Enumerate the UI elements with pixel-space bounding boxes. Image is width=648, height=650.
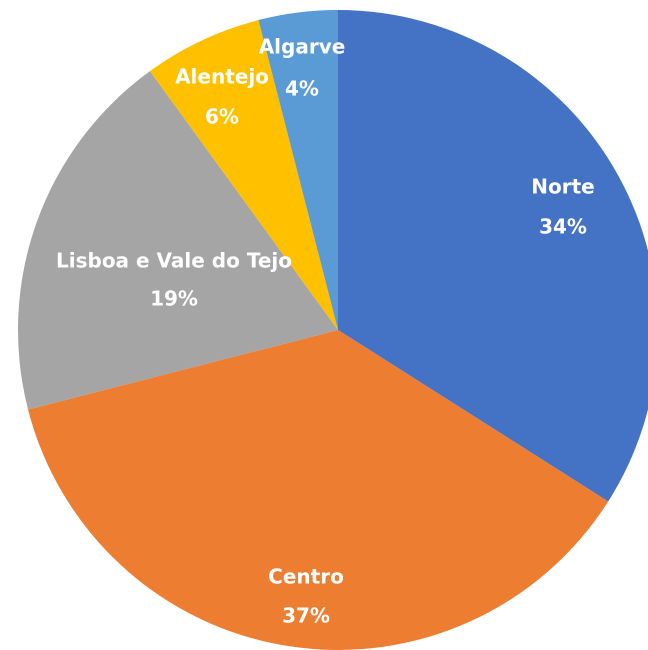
pie-slice	[28, 330, 609, 650]
slice-label: Lisboa e Vale do Tejo	[56, 249, 292, 273]
slice-value-label: 4%	[285, 77, 319, 101]
pie-slice	[258, 10, 338, 330]
slice-label: Alentejo	[175, 65, 269, 89]
slice-label: Algarve	[259, 35, 346, 59]
pie-slice	[338, 10, 648, 502]
slice-label: Norte	[531, 175, 594, 199]
slice-value-label: 37%	[282, 604, 330, 628]
slice-value-label: 6%	[205, 105, 239, 129]
slice-value-label: 34%	[539, 215, 587, 239]
slice-value-label: 19%	[150, 287, 198, 311]
slice-label: Centro	[268, 565, 344, 589]
pie-slice	[17, 71, 338, 410]
pie-slice	[149, 20, 338, 331]
